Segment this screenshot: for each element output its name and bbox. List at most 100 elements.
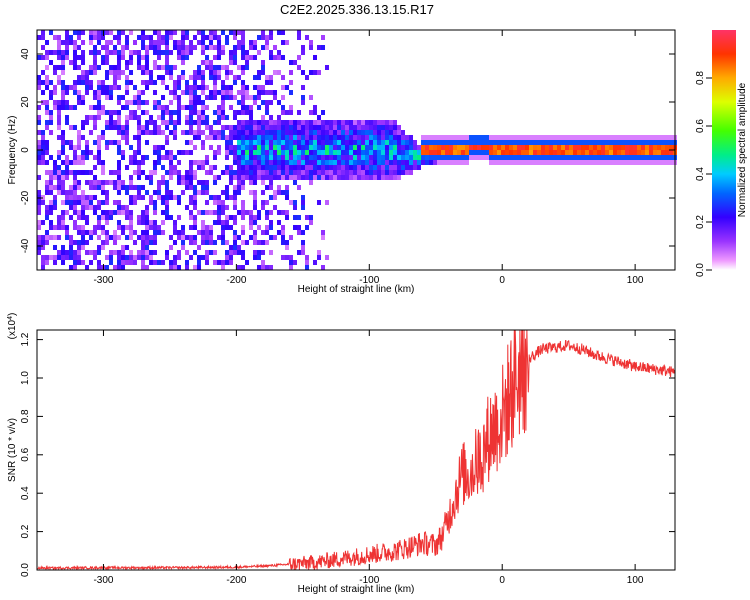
heatmap-cell [281, 130, 285, 135]
heatmap-cell [637, 140, 641, 145]
heatmap-cell [281, 110, 285, 115]
heatmap-cell [401, 140, 405, 145]
heatmap-cell [49, 220, 53, 225]
heatmap-cell [337, 130, 341, 135]
heatmap-cell [253, 195, 257, 200]
heatmap-cell [517, 160, 521, 165]
heatmap-cell [69, 205, 73, 210]
heatmap-cell [345, 140, 349, 145]
heatmap-cell [301, 145, 305, 150]
heatmap-cell [145, 190, 149, 195]
heatmap-cell [333, 130, 337, 135]
heatmap-cell [141, 65, 145, 70]
heatmap-cell [425, 155, 429, 160]
heatmap-cell [201, 185, 205, 190]
snr-y-tick-label: 0.0 [20, 563, 31, 577]
heatmap-cell [145, 60, 149, 65]
snr-line [36, 329, 676, 571]
heatmap-cell [273, 140, 277, 145]
heatmap-cell [165, 135, 169, 140]
heatmap-x-ticks: -300 -200 -100 0 100 [93, 30, 644, 286]
heatmap-cell [361, 170, 365, 175]
heatmap-cell [141, 160, 145, 165]
heatmap-cell [229, 225, 233, 230]
heatmap-cell [257, 160, 261, 165]
heatmap-cell [465, 150, 469, 155]
heatmap-cell [165, 215, 169, 220]
heatmap-cell [221, 45, 225, 50]
heatmap-cell [365, 165, 369, 170]
heatmap-cell [101, 55, 105, 60]
heatmap-cell [129, 230, 133, 235]
heatmap-cell [49, 185, 53, 190]
heatmap-cell [41, 150, 45, 155]
heatmap-cell [89, 85, 93, 90]
heatmap-cell [49, 110, 53, 115]
heatmap-cell [353, 125, 357, 130]
heatmap-cell [185, 115, 189, 120]
heatmap-cell [589, 150, 593, 155]
heatmap-cell [209, 125, 213, 130]
heatmap-cell [229, 60, 233, 65]
heatmap-cell [73, 105, 77, 110]
heatmap-cell [129, 60, 133, 65]
heatmap-cell [197, 95, 201, 100]
heatmap-cell [557, 135, 561, 140]
heatmap-cell [141, 125, 145, 130]
heatmap-cell [301, 230, 305, 235]
heatmap-cell [373, 175, 377, 180]
heatmap-cell [117, 205, 121, 210]
heatmap-cell [585, 145, 589, 150]
heatmap-cell [629, 140, 633, 145]
heatmap-cell [281, 150, 285, 155]
heatmap-cell [109, 215, 113, 220]
heatmap-cell [393, 175, 397, 180]
heatmap-cell [117, 255, 121, 260]
heatmap-cell [245, 210, 249, 215]
heatmap-cell [273, 165, 277, 170]
heatmap-cell [161, 75, 165, 80]
heatmap-cell [213, 55, 217, 60]
heatmap-cell [253, 220, 257, 225]
heatmap-cell [205, 260, 209, 265]
heatmap-cell [229, 130, 233, 135]
heatmap-cell [189, 95, 193, 100]
heatmap-cell [373, 120, 377, 125]
heatmap-cell [249, 215, 253, 220]
heatmap-cell [73, 225, 77, 230]
heatmap-cell [161, 50, 165, 55]
heatmap-cell [265, 105, 269, 110]
heatmap-cell [201, 220, 205, 225]
heatmap-cell [561, 160, 565, 165]
heatmap-cell [185, 30, 189, 35]
heatmap-cell [665, 135, 669, 140]
heatmap-cell [497, 145, 501, 150]
heatmap-cell [93, 45, 97, 50]
heatmap-y-tick-label: 20 [20, 96, 31, 108]
heatmap-cell [409, 135, 413, 140]
heatmap-cell [117, 70, 121, 75]
heatmap-cell [293, 120, 297, 125]
heatmap-cell [205, 170, 209, 175]
heatmap-cell [209, 60, 213, 65]
heatmap-cell [153, 45, 157, 50]
heatmap-cell [81, 230, 85, 235]
heatmap-cell [73, 205, 77, 210]
heatmap-cell [173, 170, 177, 175]
heatmap-cell [85, 140, 89, 145]
heatmap-cell [133, 200, 137, 205]
heatmap-cell [393, 135, 397, 140]
heatmap-cell [121, 125, 125, 130]
heatmap-cell [233, 135, 237, 140]
heatmap-cell [357, 145, 361, 150]
heatmap-cell [217, 115, 221, 120]
heatmap-cell [245, 160, 249, 165]
heatmap-cell [225, 260, 229, 265]
heatmap-cell [593, 160, 597, 165]
heatmap-cell [81, 70, 85, 75]
heatmap-cell [117, 85, 121, 90]
heatmap-cell [241, 200, 245, 205]
heatmap-cell [253, 205, 257, 210]
heatmap-cell [145, 50, 149, 55]
heatmap-cell [113, 240, 117, 245]
